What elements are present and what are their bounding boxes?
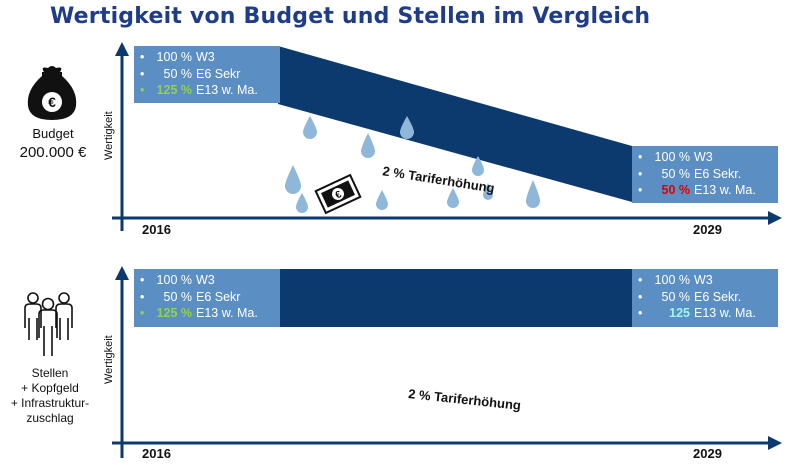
drop-icon (400, 116, 414, 139)
drop-icon (303, 116, 317, 139)
budget-x-arrowhead (768, 211, 782, 225)
box-row: • 100 % W3 (140, 50, 215, 64)
stellen-value-band (278, 269, 634, 327)
drop-icon (361, 133, 375, 158)
budget-amount: 200.000 € (19, 144, 87, 161)
banknote-icon: € (314, 173, 362, 215)
box-row: • 125 % E13 w. Ma. (140, 83, 258, 97)
rain-drops (285, 116, 540, 213)
people-group-icon (24, 292, 73, 356)
stellen-line: Stellen (31, 366, 69, 380)
box-row: • 50 % E6 Sekr (140, 289, 241, 304)
drop-icon (296, 193, 308, 213)
stellen-year-end: 2029 (693, 446, 722, 461)
drop-icon (483, 183, 493, 200)
stellen-axis-label: Wertigkeit (103, 335, 115, 384)
budget-side-label: Budget 200.000 € (15, 126, 91, 161)
svg-text:€: € (334, 189, 344, 202)
stellen-line: + Kopfgeld (21, 381, 79, 395)
budget-year-start: 2016 (142, 222, 171, 237)
box-row: • 100 % W3 (638, 273, 713, 287)
stellen-line: zuschlag (26, 411, 74, 425)
stellen-line: + Infrastruktur- (10, 396, 90, 410)
money-bag-icon: € (27, 66, 77, 120)
budget-year-end: 2029 (693, 222, 722, 237)
stellen-start-box: • 100 % W3 • 50 % E6 Sekr • 125 % E13 w. Ma. (134, 269, 280, 327)
stellen-y-arrowhead (115, 266, 129, 280)
drop-icon (376, 190, 388, 210)
drop-icon (472, 156, 484, 176)
budget-label: Budget (32, 126, 74, 141)
drop-icon (447, 188, 459, 208)
box-row: • 50 % E13 w. Ma. (638, 183, 756, 197)
page-title: Wertigkeit von Budget und Stellen im Ver… (50, 4, 651, 29)
box-row: • 100 % W3 (638, 150, 713, 164)
box-row: • 50 % E6 Sekr (140, 66, 241, 81)
drop-icon (526, 180, 540, 208)
budget-axis-label: Wertigkeit (103, 111, 115, 160)
budget-end-box: • 100 % W3 • 50 % E6 Sekr. • 50 % E13 w. Ma. (632, 146, 778, 203)
budget-y-arrowhead (115, 42, 129, 56)
budget-value-band (278, 46, 632, 202)
box-row: • 50 % E6 Sekr. (638, 289, 742, 304)
svg-text:€: € (48, 94, 56, 110)
stellen-year-start: 2016 (142, 446, 171, 461)
stellen-end-box: • 100 % W3 • 50 % E6 Sekr. • 125 E13 w. Ma. (632, 269, 778, 327)
box-row: • 125 E13 w. Ma. (638, 306, 756, 320)
budget-start-box: • 100 % W3 • 50 % E6 Sekr • 125 % E13 w. Ma. (134, 46, 280, 103)
drop-icon (285, 165, 301, 194)
stellen-side-label: Stellen + Kopfgeld + Infrastruktur- zusc… (10, 366, 90, 426)
box-row: • 50 % E6 Sekr. (638, 166, 742, 181)
box-row: • 100 % W3 (140, 273, 215, 287)
box-row: • 125 % E13 w. Ma. (140, 306, 258, 320)
stellen-x-arrowhead (768, 436, 782, 450)
